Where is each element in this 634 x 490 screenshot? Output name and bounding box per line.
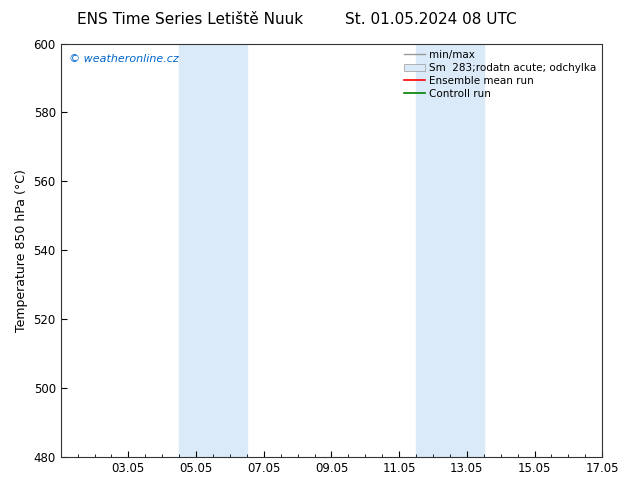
Text: © weatheronline.cz: © weatheronline.cz xyxy=(69,54,179,64)
Bar xyxy=(416,44,484,457)
Y-axis label: Temperature 850 hPa (°C): Temperature 850 hPa (°C) xyxy=(15,169,28,332)
Legend: min/max, Sm  283;rodatn acute; odchylka, Ensemble mean run, Controll run: min/max, Sm 283;rodatn acute; odchylka, … xyxy=(399,46,600,103)
Text: St. 01.05.2024 08 UTC: St. 01.05.2024 08 UTC xyxy=(346,12,517,27)
Text: ENS Time Series Letiště Nuuk: ENS Time Series Letiště Nuuk xyxy=(77,12,303,27)
Bar xyxy=(179,44,247,457)
